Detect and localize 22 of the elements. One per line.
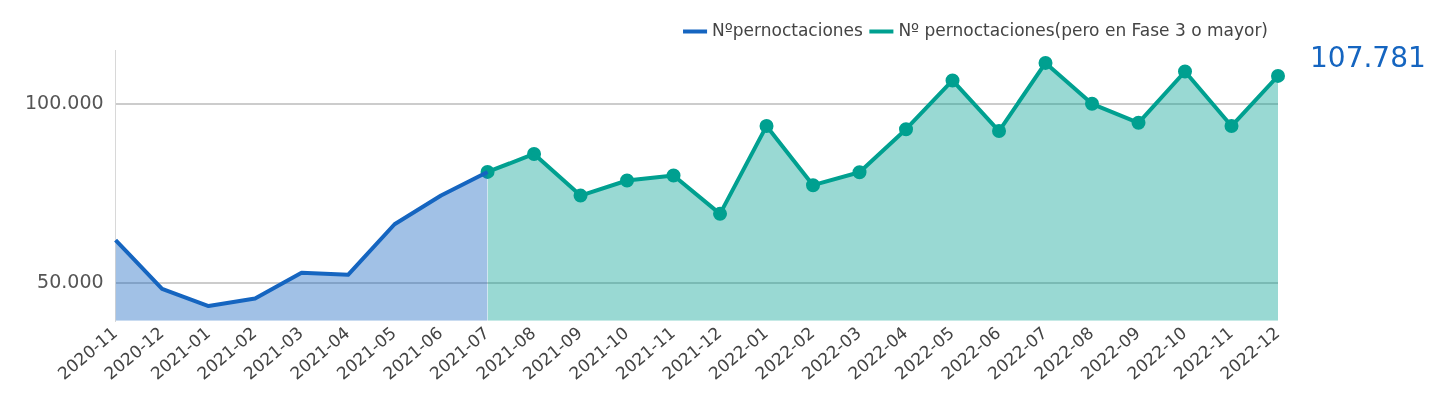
point — [852, 165, 867, 180]
point — [1271, 68, 1285, 83]
data-label: 107.781 — [1310, 41, 1426, 75]
point — [945, 73, 960, 88]
legend-label: Nºpernoctaciones — [712, 19, 864, 40]
point — [1038, 55, 1053, 70]
point — [1178, 64, 1193, 79]
point — [992, 124, 1007, 139]
y-tick-label: 100.000 — [24, 90, 104, 113]
point — [759, 119, 774, 134]
point — [527, 146, 542, 161]
point — [1131, 115, 1146, 130]
y-tick-label: 50.000 — [37, 270, 104, 292]
point — [666, 168, 681, 183]
point — [713, 206, 728, 221]
point — [1224, 119, 1239, 134]
point — [806, 178, 821, 193]
point — [1085, 96, 1100, 111]
legend-label: Nº pernoctaciones(pero en Fase 3 o mayor) — [898, 19, 1269, 40]
point — [899, 122, 914, 137]
point — [573, 188, 588, 203]
point — [620, 173, 635, 188]
